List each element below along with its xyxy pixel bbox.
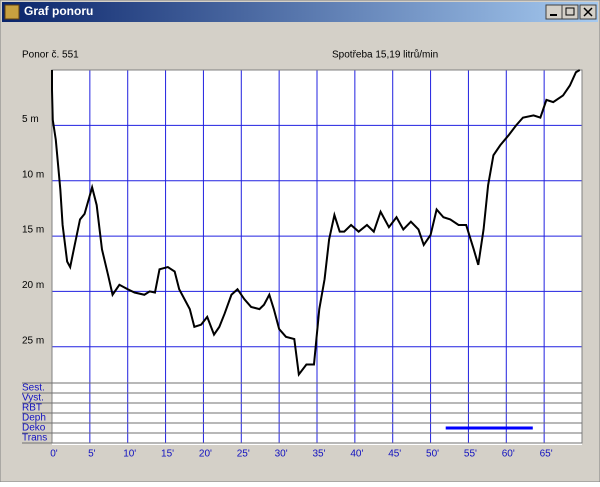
x-tick-label: 5' — [88, 449, 96, 460]
lane-label: Deko — [22, 423, 46, 434]
x-tick-label: 20' — [199, 449, 212, 460]
y-tick-label: 25 m — [22, 335, 44, 346]
lane-label: Sest. — [22, 383, 45, 394]
minimize-button[interactable] — [545, 4, 563, 20]
x-tick-label: 60' — [502, 449, 515, 460]
close-button[interactable] — [579, 4, 597, 20]
x-tick-label: 40' — [350, 449, 363, 460]
x-tick-label: 25' — [237, 449, 250, 460]
lane-label: Trans — [22, 433, 47, 444]
x-tick-label: 0' — [50, 449, 58, 460]
app-icon — [4, 4, 20, 20]
lane-label: RBT — [22, 403, 42, 414]
y-tick-label: 10 m — [22, 169, 44, 180]
x-tick-label: 15' — [161, 449, 174, 460]
consumption: Spotřeba 15,19 litrů/min — [332, 49, 438, 61]
y-tick-label: 20 m — [22, 280, 44, 291]
title-bar — [2, 2, 598, 22]
x-tick-label: 65' — [540, 449, 553, 460]
x-tick-label: 50' — [426, 449, 439, 460]
lane-label: Vyst. — [22, 393, 44, 404]
x-tick-label: 45' — [388, 449, 401, 460]
depth-line — [51, 69, 581, 378]
y-tick-label: 15 m — [22, 225, 44, 236]
x-tick-label: 35' — [312, 449, 325, 460]
dive-number: Ponor č. 551 — [22, 50, 79, 61]
x-tick-label: 30' — [275, 449, 288, 460]
x-tick-label: 10' — [123, 449, 136, 460]
y-tick-label: 5 m — [22, 114, 39, 125]
x-tick-label: 55' — [464, 449, 477, 460]
lane-label: Deph — [22, 413, 46, 424]
maximize-button[interactable] — [561, 4, 579, 20]
window-title: Graf ponoru — [24, 4, 93, 18]
